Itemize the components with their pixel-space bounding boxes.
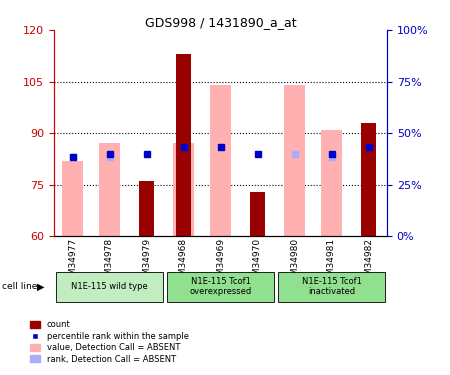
Text: N1E-115 Tcof1
inactivated: N1E-115 Tcof1 inactivated xyxy=(302,276,361,296)
Legend: count, percentile rank within the sample, value, Detection Call = ABSENT, rank, : count, percentile rank within the sample… xyxy=(27,317,192,367)
Bar xyxy=(278,272,385,302)
Bar xyxy=(173,144,194,236)
Bar xyxy=(250,192,265,236)
Bar xyxy=(210,85,231,236)
Text: N1E-115 Tcof1
overexpressed: N1E-115 Tcof1 overexpressed xyxy=(189,276,252,296)
Text: ▶: ▶ xyxy=(37,282,45,292)
Bar xyxy=(139,181,154,236)
Text: cell line: cell line xyxy=(2,282,38,291)
Bar xyxy=(56,272,163,302)
Bar xyxy=(99,144,120,236)
Bar xyxy=(176,54,191,236)
Bar xyxy=(321,130,342,236)
Bar xyxy=(284,85,305,236)
Bar xyxy=(361,123,376,236)
Bar xyxy=(62,160,83,236)
Text: N1E-115 wild type: N1E-115 wild type xyxy=(71,282,148,291)
Title: GDS998 / 1431890_a_at: GDS998 / 1431890_a_at xyxy=(145,16,296,29)
Bar xyxy=(167,272,274,302)
